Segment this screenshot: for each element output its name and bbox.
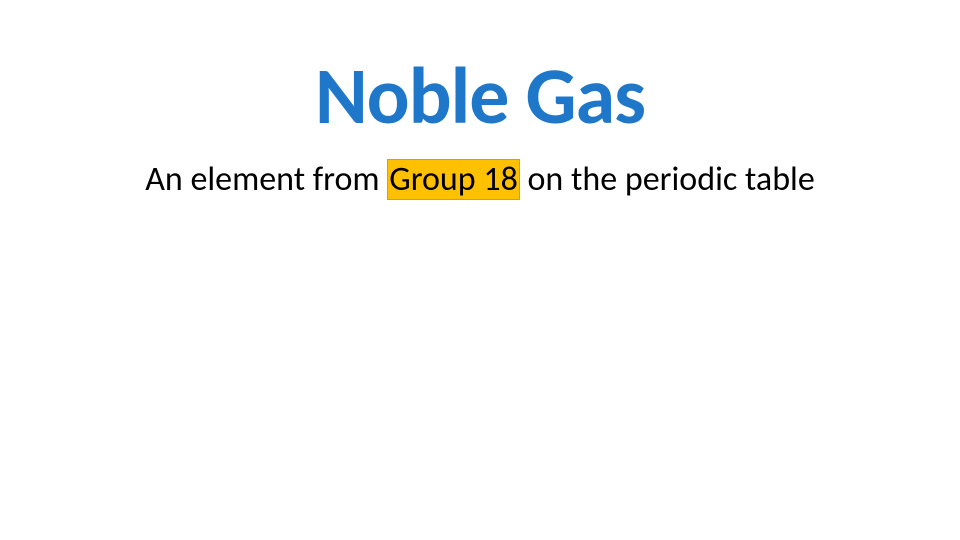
slide-title: Noble Gas [0, 48, 960, 145]
subtitle-suffix: on the periodic table [520, 159, 815, 200]
subtitle-highlight: Group 18 [387, 159, 520, 200]
slide: Noble Gas An element from Group 18 on th… [0, 0, 960, 540]
subtitle-prefix: An element from [145, 159, 387, 200]
slide-subtitle: An element from Group 18 on the periodic… [0, 160, 960, 199]
